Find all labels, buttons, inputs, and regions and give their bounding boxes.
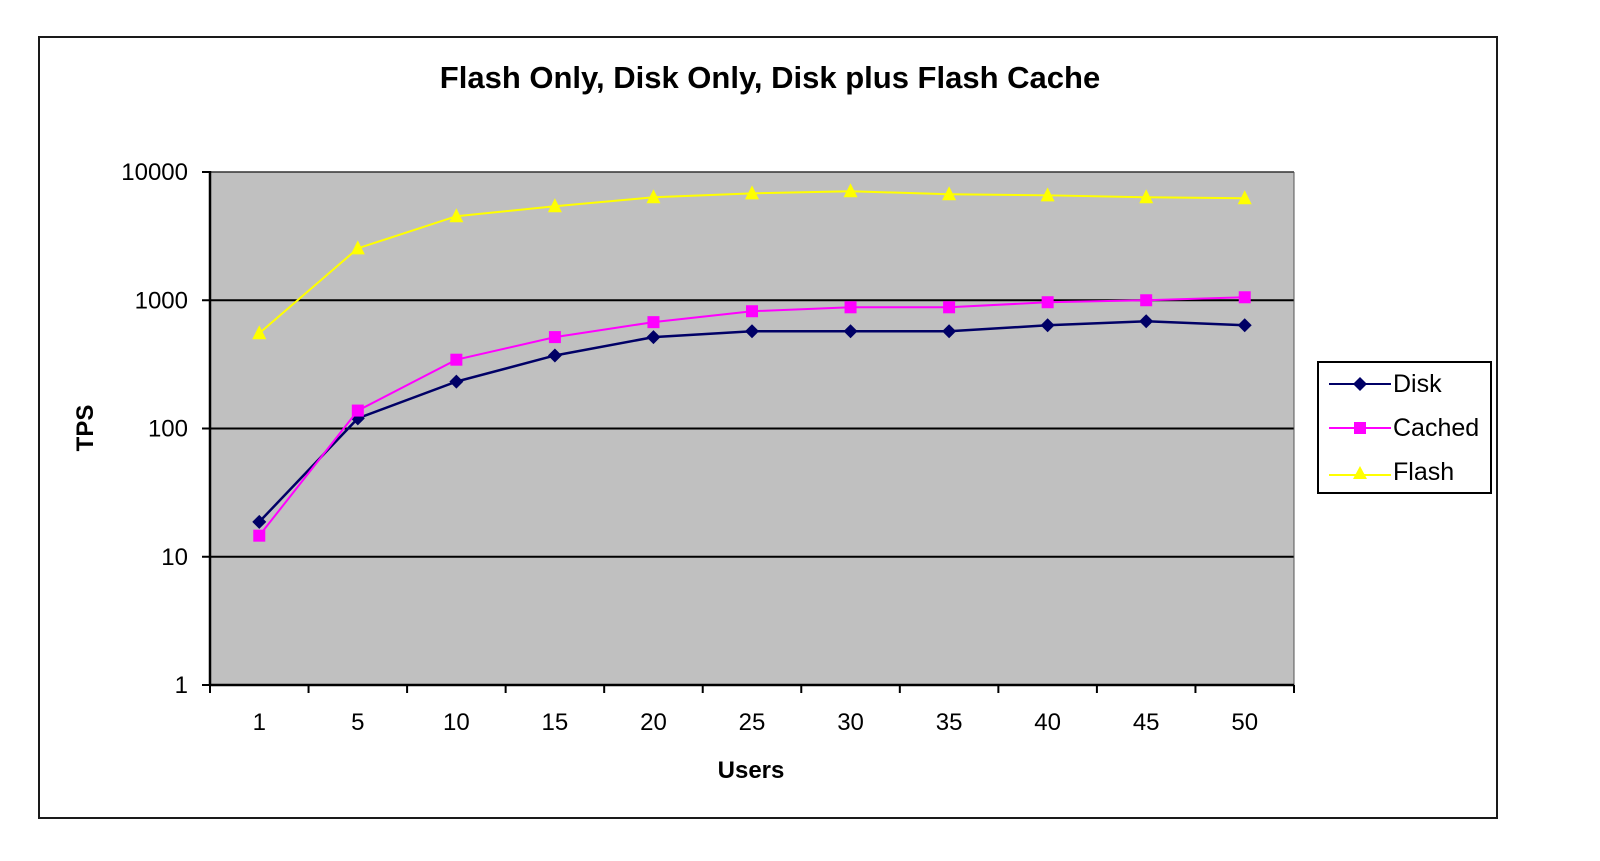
data-point — [942, 324, 957, 339]
y-axis-title: TPS — [72, 405, 99, 452]
data-point — [746, 305, 758, 318]
data-point — [547, 348, 562, 363]
data-point — [1041, 296, 1054, 309]
data-point — [1237, 190, 1252, 205]
x-tick-label: 35 — [936, 709, 963, 736]
data-point — [252, 325, 267, 340]
data-point — [843, 183, 858, 198]
data-point — [548, 331, 561, 344]
data-point — [646, 189, 661, 204]
data-point — [646, 330, 661, 345]
y-tick-label: 1000 — [135, 287, 188, 314]
x-axis-title: Users — [718, 757, 785, 784]
data-point — [844, 301, 857, 314]
y-tick-label: 10 — [161, 544, 188, 571]
legend-item-flash: Flash — [1329, 457, 1454, 487]
data-point — [1238, 291, 1251, 304]
data-point — [252, 514, 267, 529]
data-point — [450, 353, 463, 366]
series-cached — [253, 291, 1251, 542]
data-point — [1040, 187, 1055, 202]
series-layer — [252, 183, 1252, 542]
x-tick-label: 10 — [443, 709, 470, 736]
data-point — [1040, 318, 1055, 333]
series-disk — [252, 314, 1252, 529]
data-point — [943, 301, 956, 314]
data-point — [647, 316, 660, 329]
data-point — [745, 324, 759, 339]
data-point — [253, 529, 266, 542]
data-point — [942, 186, 957, 201]
chart-title: Flash Only, Disk Only, Disk plus Flash C… — [439, 60, 1101, 95]
legend: Disk Cached Flash — [1317, 361, 1492, 494]
data-point — [547, 198, 562, 213]
data-point — [1237, 318, 1252, 333]
data-point — [745, 185, 759, 200]
data-point — [1140, 294, 1153, 307]
y-tick-label: 1 — [175, 672, 188, 699]
x-tick-label: 40 — [1034, 709, 1061, 736]
triangle-marker-icon — [1329, 457, 1391, 487]
x-tick-label: 25 — [739, 709, 766, 736]
x-tick-label: 20 — [640, 709, 667, 736]
data-point — [843, 324, 858, 339]
x-tick-label: 15 — [542, 709, 569, 736]
x-tick-label: 1 — [253, 709, 266, 736]
x-tick-label: 45 — [1133, 709, 1160, 736]
legend-label: Cached — [1393, 413, 1480, 442]
data-point — [351, 404, 364, 417]
y-tick-label: 100 — [148, 416, 188, 443]
data-point — [449, 208, 464, 223]
legend-item-disk: Disk — [1329, 369, 1442, 399]
diamond-marker-icon — [1329, 369, 1391, 399]
y-tick-label: 10000 — [121, 159, 188, 186]
x-tick-label: 50 — [1231, 709, 1258, 736]
legend-label: Disk — [1393, 369, 1442, 398]
data-point — [1139, 189, 1154, 204]
legend-label: Flash — [1393, 457, 1455, 486]
legend-item-cached: Cached — [1329, 413, 1479, 443]
data-point — [1139, 314, 1154, 329]
data-point — [350, 240, 365, 255]
data-point — [449, 374, 464, 389]
series-flash — [252, 183, 1252, 340]
square-marker-icon — [1329, 413, 1391, 443]
x-tick-label: 5 — [351, 709, 364, 736]
x-tick-label: 30 — [837, 709, 864, 736]
